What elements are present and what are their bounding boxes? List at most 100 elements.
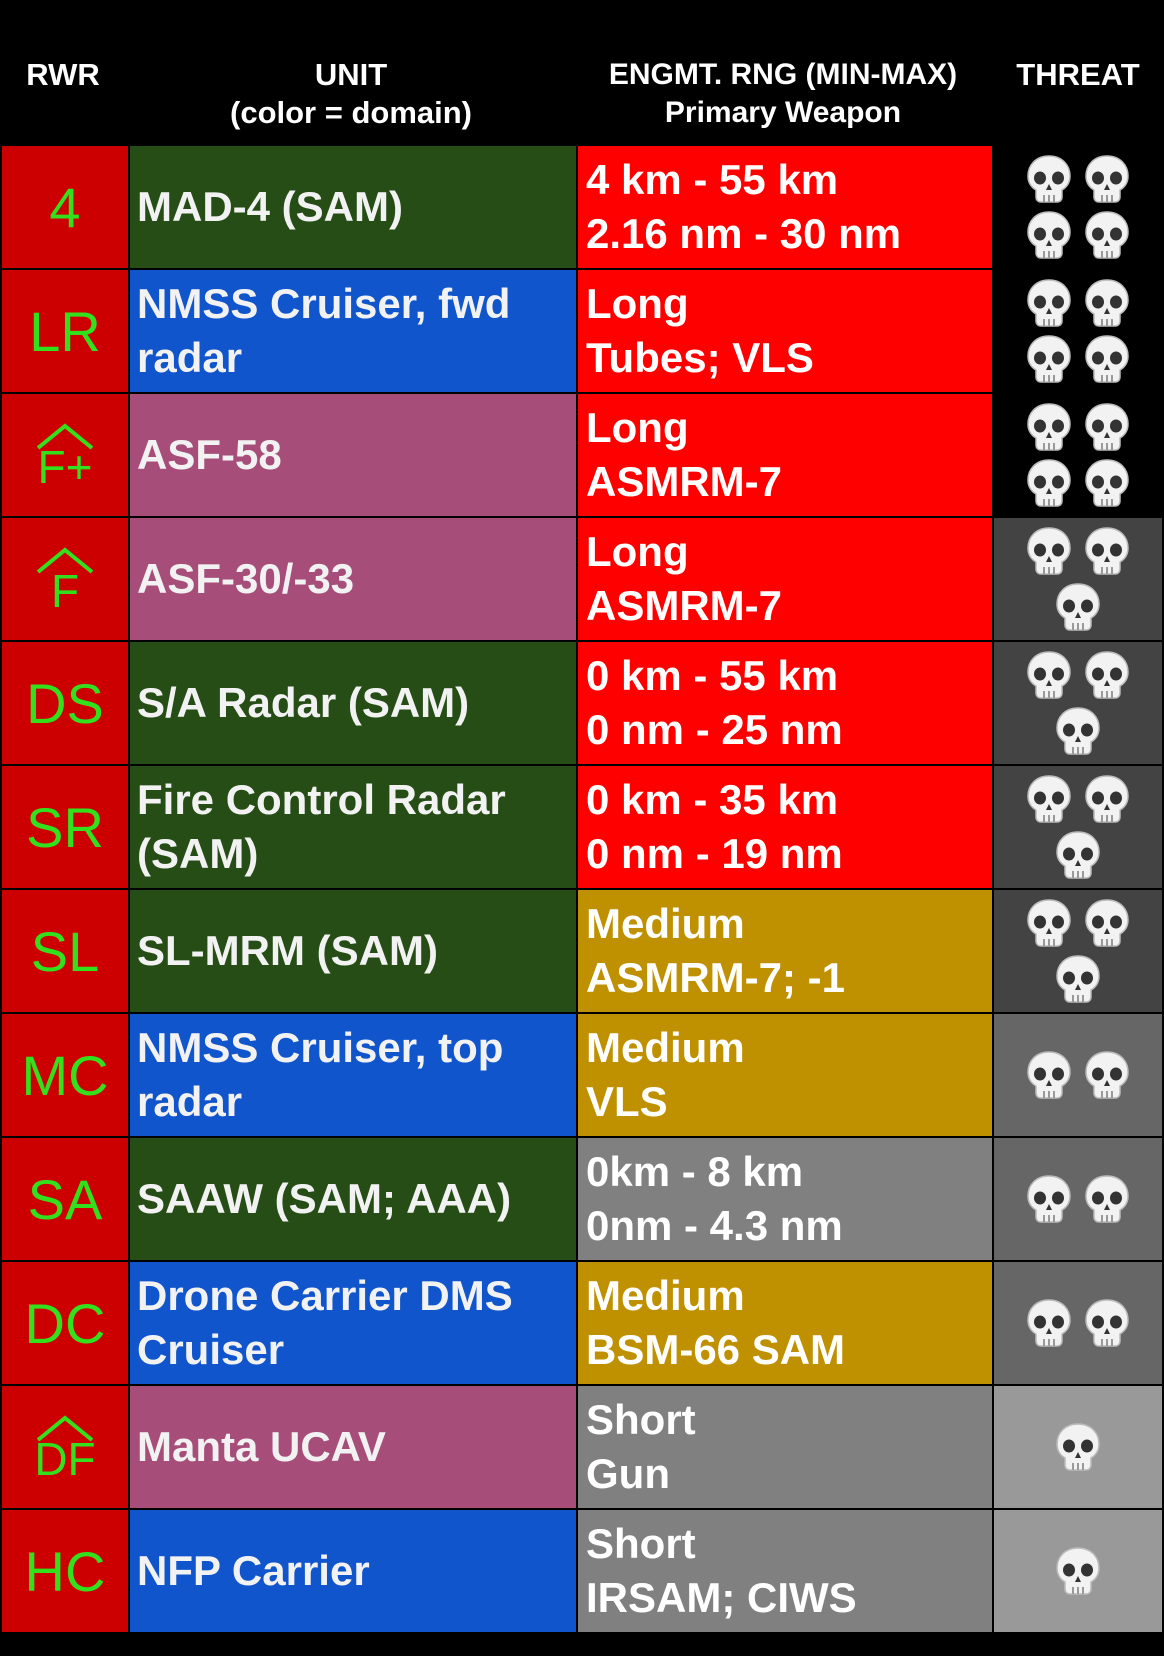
range-line-2: 0nm - 4.3 nm — [586, 1202, 843, 1249]
range-line-1: Short — [586, 1520, 696, 1567]
skull-icon — [1056, 707, 1100, 755]
skull-icon — [1056, 1423, 1100, 1471]
header-threat: THREAT — [1016, 57, 1140, 92]
table-row: DC Drone Carrier DMS Cruiser Medium BSM-66 … — [2, 1262, 1162, 1386]
range-line-1: Short — [586, 1396, 696, 1443]
skull-icon — [1085, 155, 1129, 203]
unit-name: MAD-4 (SAM) — [137, 183, 403, 230]
unit-cell: SAAW (SAM; AAA) — [130, 1138, 576, 1260]
threat-cell — [994, 1014, 1162, 1136]
unit-name: Fire Control Radar (SAM) — [137, 776, 506, 877]
threat-cell — [994, 1138, 1162, 1260]
range-line-1: 4 km - 55 km — [586, 156, 839, 203]
rwr-label: DF — [34, 1433, 96, 1485]
skull-icon — [1085, 1051, 1129, 1099]
range-cell: Medium BSM-66 SAM — [578, 1262, 992, 1384]
rwr-label: MC — [21, 1043, 109, 1107]
table-row: LR NMSS Cruiser, fwd radar Long Tubes; VLS — [2, 270, 1162, 394]
skull-icon — [1027, 335, 1071, 383]
range-line-2: ASMRM-7 — [586, 458, 782, 505]
range-line-2: BSM-66 SAM — [586, 1326, 846, 1373]
header-rwr: RWR — [26, 57, 100, 92]
skull-icon — [1085, 651, 1129, 699]
range-line-2: Gun — [586, 1450, 670, 1497]
skull-icon — [1085, 775, 1129, 823]
skull-icon — [1085, 459, 1129, 507]
threat-cell — [994, 642, 1162, 764]
skull-icon — [1085, 335, 1129, 383]
threat-cell — [994, 1510, 1162, 1632]
skull-icon — [1085, 899, 1129, 947]
range-line-1: 0 km - 55 km — [586, 652, 839, 699]
unit-cell: Manta UCAV — [130, 1386, 576, 1508]
range-cell: Long Tubes; VLS — [578, 270, 992, 392]
chevron-up-icon — [36, 423, 94, 450]
rwr-label: SA — [27, 1167, 103, 1231]
rwr-symbol: DC — [2, 1262, 128, 1384]
rwr-label: SL — [30, 919, 100, 983]
range-line-2: 0 nm - 19 nm — [586, 830, 843, 877]
rwr-symbol: MC — [2, 1014, 128, 1136]
unit-cell: MAD-4 (SAM) — [130, 146, 576, 268]
unit-cell: NFP Carrier — [130, 1510, 576, 1632]
range-line-2: ASMRM-7; -1 — [586, 954, 845, 1001]
range-cell: Short IRSAM; CIWS — [578, 1510, 992, 1632]
skull-icon — [1027, 1299, 1071, 1347]
skull-icon — [1027, 279, 1071, 327]
rwr-label: LR — [29, 299, 101, 363]
range-cell: 4 km - 55 km 2.16 nm - 30 nm — [578, 146, 992, 268]
threat-cell — [994, 766, 1162, 888]
rwr-symbol: LR — [2, 270, 128, 392]
skull-icon — [1085, 1175, 1129, 1223]
skull-icon — [1085, 279, 1129, 327]
rwr-symbol: F — [2, 518, 128, 640]
range-cell: Short Gun — [578, 1386, 992, 1508]
rwr-label: DC — [24, 1291, 106, 1355]
table-row: HC NFP Carrier Short IRSAM; CIWS — [2, 1510, 1162, 1634]
skull-icon — [1027, 651, 1071, 699]
range-cell: Medium ASMRM-7; -1 — [578, 890, 992, 1012]
threat-cell — [994, 1262, 1162, 1384]
skull-icon — [1056, 1547, 1100, 1595]
range-line-2: Tubes; VLS — [586, 334, 814, 381]
rwr-label: SR — [26, 795, 104, 859]
range-line-1: Long — [586, 404, 689, 451]
rwr-symbol: DS — [2, 642, 128, 764]
skull-icon — [1027, 775, 1071, 823]
rwr-symbol: SA — [2, 1138, 128, 1260]
unit-name: ASF-58 — [137, 431, 282, 478]
table-row: DS S/A Radar (SAM) 0 km - 55 km 0 nm - 25 n… — [2, 642, 1162, 766]
unit-cell: NMSS Cruiser, top radar — [130, 1014, 576, 1136]
threat-cell — [994, 270, 1162, 392]
skull-icon — [1056, 583, 1100, 631]
range-line-1: Medium — [586, 1024, 745, 1071]
skull-icon — [1056, 831, 1100, 879]
table-row: SL SL-MRM (SAM) Medium ASMRM-7; -1 — [2, 890, 1162, 1014]
range-line-2: VLS — [586, 1078, 668, 1125]
skull-icon — [1085, 211, 1129, 259]
unit-cell: ASF-58 — [130, 394, 576, 516]
skull-icon — [1027, 459, 1071, 507]
header-unit: UNIT (color = domain) — [230, 57, 472, 130]
unit-name: NMSS Cruiser, top radar — [137, 1024, 504, 1125]
skull-icon — [1027, 211, 1071, 259]
threat-cell — [994, 146, 1162, 268]
range-line-2: 2.16 nm - 30 nm — [586, 210, 902, 257]
table-row: SA SAAW (SAM; AAA) 0km - 8 km 0nm - 4.3 nm — [2, 1138, 1162, 1262]
skull-icon — [1027, 1175, 1071, 1223]
rwr-label: HC — [24, 1539, 106, 1603]
skull-icon — [1085, 527, 1129, 575]
rwr-label: DS — [26, 671, 104, 735]
threat-cell — [994, 890, 1162, 1012]
chevron-up-icon — [36, 1415, 94, 1442]
range-cell: 0 km - 55 km 0 nm - 25 nm — [578, 642, 992, 764]
table-row: SR Fire Control Radar (SAM) 0 km - 35 km 0 … — [2, 766, 1162, 890]
unit-name: SAAW (SAM; AAA) — [137, 1175, 512, 1222]
unit-name: ASF-30/-33 — [137, 555, 355, 602]
skull-icon — [1027, 155, 1071, 203]
threat-cell — [994, 518, 1162, 640]
range-line-1: Medium — [586, 900, 745, 947]
table-header: RWR UNIT (color = domain) ENGMT. RNG (MIN… — [0, 0, 1164, 146]
rwr-symbol: 4 — [2, 146, 128, 268]
